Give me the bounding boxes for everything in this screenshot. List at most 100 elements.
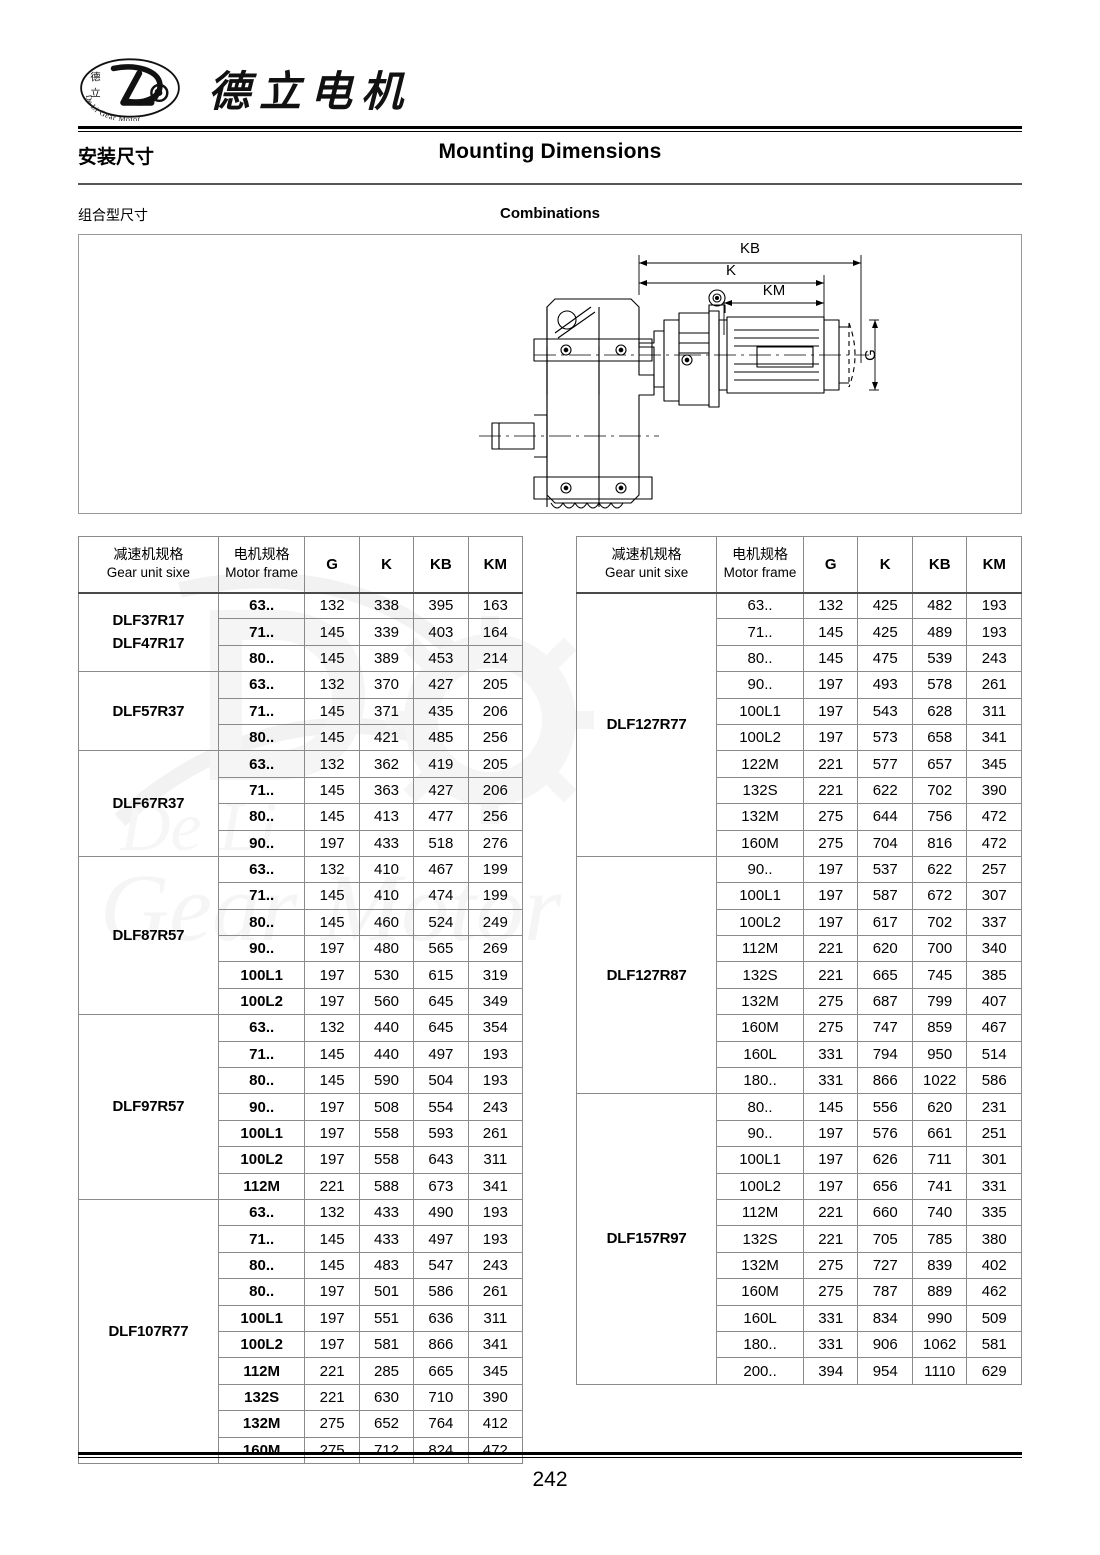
motor-frame-cell: 200.. <box>716 1357 804 1385</box>
motor-frame-cell: 160M <box>716 1278 804 1306</box>
value-cell-km: 586 <box>966 1067 1022 1095</box>
value-cell-k: 644 <box>857 803 913 831</box>
value-cell-g: 197 <box>304 829 360 857</box>
value-cell-km: 311 <box>467 1146 524 1174</box>
value-cell-k: 630 <box>358 1383 415 1412</box>
value-cell-g: 197 <box>802 1119 859 1148</box>
value-cell-km: 345 <box>467 1357 524 1385</box>
dimension-label-k: K <box>726 262 736 279</box>
motor-frame-cell: 180.. <box>716 1067 804 1095</box>
value-cell-k: 626 <box>857 1146 913 1174</box>
value-cell-g: 145 <box>304 1040 360 1069</box>
value-cell-g: 221 <box>304 1383 360 1412</box>
section-rule <box>78 183 1022 185</box>
value-cell-kb: 658 <box>911 723 968 752</box>
gearmotor-outline-drawing: KB K KM G <box>479 240 879 509</box>
value-cell-km: 467 <box>966 1014 1022 1042</box>
value-cell-k: 573 <box>857 723 913 752</box>
motor-frame-cell: 80.. <box>217 803 306 831</box>
value-cell-g: 197 <box>802 697 859 725</box>
motor-frame-cell: 100L1 <box>716 882 804 910</box>
value-cell-k: 747 <box>857 1014 913 1042</box>
value-cell-km: 269 <box>467 935 524 963</box>
value-cell-k: 558 <box>358 1146 415 1174</box>
col-header-motor-frame-cn: 电机规格 <box>732 547 789 564</box>
spec-table-right: 减速机规格 Gear unit sixe 电机规格 Motor frame G … <box>575 536 1022 1385</box>
value-cell-k: 440 <box>358 1014 415 1042</box>
motor-frame-cell: 160M <box>716 829 804 857</box>
value-cell-k: 620 <box>857 935 913 963</box>
col-header-g: G <box>802 536 859 594</box>
motor-frame-cell: 63.. <box>716 591 804 620</box>
col-header-motor-frame-en: Motor frame <box>225 564 299 580</box>
subsection-caption: 组合型尺寸 Combinations <box>78 203 1022 229</box>
motor-frame-cell: 100L2 <box>217 1146 306 1174</box>
value-cell-g: 275 <box>304 1436 360 1464</box>
value-cell-k: 338 <box>358 591 415 620</box>
masthead: 德 立 De Li Gear Motor 德立电机 <box>78 52 1022 124</box>
table-row: 71.. 145 440 497 193 <box>79 1040 524 1069</box>
footer-rule-hairline <box>78 1457 1022 1458</box>
spec-table-right-body: DLF127R77 63.. 132 425 482 193 71.. 145 425 489 19… <box>575 591 1022 1385</box>
value-cell-km: 354 <box>467 1014 524 1042</box>
motor-frame-cell: 160M <box>217 1436 306 1464</box>
section-title: 安装尺寸 Mounting Dimensions <box>78 140 1022 178</box>
table-row: 100L1 197 530 615 319 <box>79 961 524 989</box>
value-cell-g: 132 <box>304 671 360 699</box>
motor-frame-cell: 132S <box>716 776 804 805</box>
motor-frame-cell: 71.. <box>217 776 306 805</box>
value-cell-g: 197 <box>802 908 859 937</box>
footer-rule <box>78 1452 1022 1455</box>
value-cell-g: 132 <box>304 591 360 620</box>
value-cell-km: 249 <box>467 908 524 937</box>
value-cell-kb: 497 <box>413 1040 469 1069</box>
value-cell-kb: 990 <box>911 1304 968 1332</box>
value-cell-kb: 578 <box>911 671 968 699</box>
value-cell-km: 472 <box>966 829 1022 857</box>
value-cell-kb: 859 <box>911 1014 968 1042</box>
table-row: 132M 275 687 799 407 <box>577 987 1022 1016</box>
table-row: DLF127R87 90.. 197 537 622 257 <box>575 855 1022 1095</box>
value-cell-km: 390 <box>467 1383 524 1412</box>
value-cell-kb: 950 <box>911 1040 968 1069</box>
motor-frame-cell: 71.. <box>217 618 306 646</box>
value-cell-km: 243 <box>467 1093 524 1121</box>
value-cell-km: 243 <box>467 1251 524 1280</box>
table-row: 100L2 197 581 866 341 <box>79 1330 524 1359</box>
value-cell-g: 132 <box>304 750 360 778</box>
value-cell-k: 475 <box>857 644 913 673</box>
table-row: DLF107R77 63.. 132 433 490 193 <box>78 1198 524 1464</box>
gear-unit-size-cell: DLF67R37 <box>78 750 219 857</box>
value-cell-g: 221 <box>304 1172 360 1200</box>
value-cell-g: 145 <box>802 644 859 673</box>
value-cell-kb: 395 <box>413 591 469 620</box>
value-cell-k: 866 <box>857 1067 913 1095</box>
value-cell-k: 425 <box>857 591 913 620</box>
value-cell-k: 794 <box>857 1040 913 1069</box>
value-cell-kb: 419 <box>413 750 469 778</box>
motor-frame-cell: 160L <box>716 1040 804 1069</box>
gear-unit-size-label: DLF97R57 <box>112 1098 185 1116</box>
gear-unit-size-label: DLF67R37 <box>112 795 185 812</box>
value-cell-kb: 547 <box>413 1251 469 1280</box>
value-cell-g: 145 <box>304 1067 360 1095</box>
gear-unit-size-label: DLF87R57 <box>112 926 185 944</box>
value-cell-k: 493 <box>857 671 913 699</box>
value-cell-km: 311 <box>467 1304 524 1332</box>
value-cell-k: 665 <box>857 961 913 989</box>
value-cell-kb: 403 <box>413 618 469 646</box>
table-row: DLF87R57 63.. 132 410 467 199 <box>78 855 524 1016</box>
value-cell-k: 587 <box>857 882 913 910</box>
table-row: 90.. 197 576 661 251 <box>577 1119 1022 1148</box>
value-cell-g: 197 <box>304 987 360 1016</box>
value-cell-k: 834 <box>857 1304 913 1332</box>
value-cell-g: 145 <box>304 618 360 646</box>
value-cell-kb: 524 <box>413 908 469 937</box>
value-cell-kb: 474 <box>413 882 469 910</box>
motor-frame-cell: 112M <box>217 1172 306 1200</box>
table-row: DLF127R77 63.. 132 425 482 193 <box>575 591 1022 857</box>
value-cell-km: 349 <box>467 987 524 1016</box>
value-cell-km: 251 <box>966 1119 1022 1148</box>
value-cell-km: 214 <box>467 644 524 673</box>
col-header-kb: KB <box>413 536 469 594</box>
